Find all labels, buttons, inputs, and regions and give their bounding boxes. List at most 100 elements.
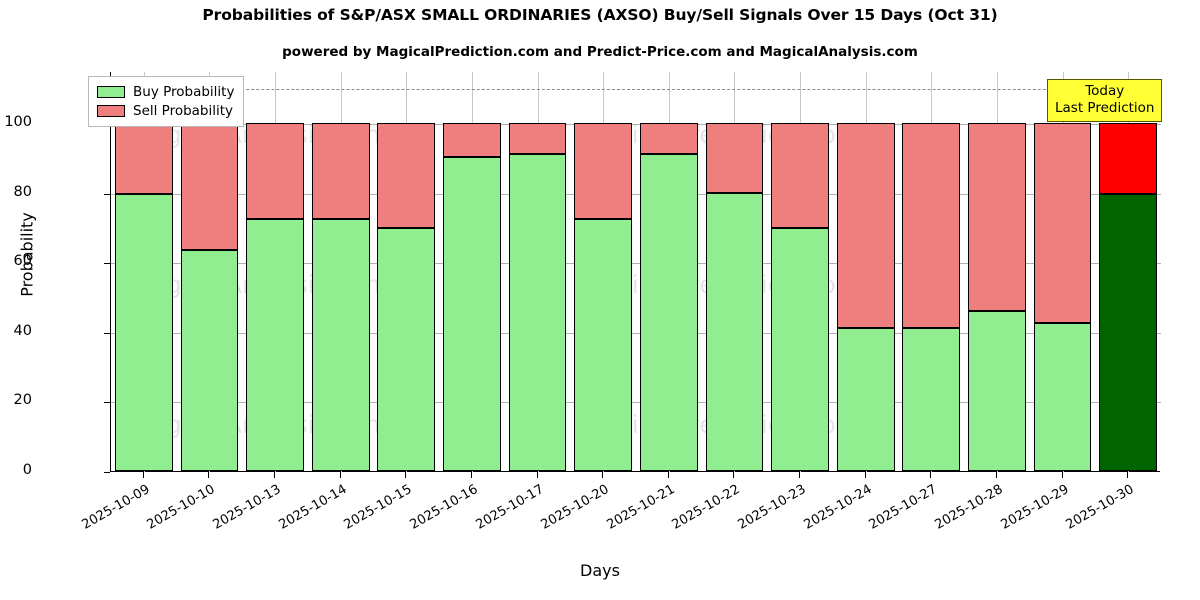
x-axis-tick-label: 2025-10-24 [801, 482, 875, 533]
x-axis-tick-label: 2025-10-17 [473, 482, 547, 533]
x-axis-tick-label: 2025-10-27 [866, 482, 940, 533]
y-axis-tick-label: 20 [13, 392, 32, 409]
x-axis-tick-label: 2025-10-30 [1063, 482, 1137, 533]
x-axis-tick-mark [733, 472, 735, 478]
x-axis-label: Days [580, 561, 620, 580]
bar-segment-buy[interactable] [771, 228, 829, 471]
bar[interactable] [1033, 71, 1092, 471]
legend-swatch-sell [97, 104, 125, 117]
bar[interactable] [705, 71, 764, 471]
bar-segment-buy[interactable] [902, 328, 961, 471]
x-axis-tick-mark [930, 472, 932, 478]
x-axis-tick-mark [1127, 472, 1129, 478]
x-axis-tick-label: 2025-10-13 [210, 482, 284, 533]
y-axis-tick-mark [104, 332, 110, 334]
x-axis-tick-mark [339, 472, 341, 478]
x-axis-tick-label: 2025-10-16 [407, 482, 481, 533]
bar-segment-sell[interactable] [836, 123, 895, 329]
bar[interactable] [180, 71, 239, 471]
page-title: Probabilities of S&P/ASX SMALL ORDINARIE… [202, 6, 998, 24]
bar-segment-buy[interactable] [1099, 194, 1158, 471]
y-axis-tick-mark [104, 402, 110, 404]
bar-segment-buy[interactable] [443, 157, 501, 471]
x-axis-tick-label: 2025-10-22 [669, 482, 743, 533]
bar-segment-buy[interactable] [246, 218, 304, 471]
bar-segment-buy[interactable] [836, 328, 895, 471]
bar-segment-sell[interactable] [311, 123, 370, 219]
y-axis-tick-label: 80 [13, 183, 32, 200]
x-axis-tick-label: 2025-10-15 [341, 482, 415, 533]
x-axis-tick-mark [470, 472, 472, 478]
y-axis-tick-mark [104, 263, 110, 265]
bar[interactable] [246, 71, 304, 471]
y-axis-tick-label: 0 [22, 462, 32, 478]
bar-today[interactable] [1099, 71, 1158, 471]
bar[interactable] [902, 71, 961, 471]
bar-segment-sell[interactable] [180, 123, 239, 251]
bar[interactable] [311, 71, 370, 471]
bar[interactable] [771, 71, 829, 471]
bar-segment-sell[interactable] [902, 123, 961, 329]
bar-segment-sell[interactable] [1099, 123, 1158, 195]
bar-segment-sell[interactable] [114, 123, 173, 195]
y-axis-tick-label: 100 [4, 114, 32, 131]
x-axis-tick-mark [1061, 472, 1063, 478]
bar-segment-sell[interactable] [246, 123, 304, 219]
x-axis-tick-label: 2025-10-20 [538, 482, 612, 533]
legend: Buy Probability Sell Probability [88, 76, 245, 127]
legend-label: Sell Probability [133, 102, 234, 119]
bar-segment-buy[interactable] [311, 218, 370, 471]
bar-segment-buy[interactable] [1033, 323, 1092, 471]
x-axis-tick-label: 2025-10-28 [932, 482, 1006, 533]
x-axis-tick-mark [864, 472, 866, 478]
x-axis-tick-mark [208, 472, 210, 478]
bar-segment-sell[interactable] [771, 123, 829, 229]
y-axis-tick-label: 40 [13, 322, 32, 339]
bar-segment-buy[interactable] [639, 154, 698, 471]
y-axis-tick-mark [104, 472, 110, 473]
bar[interactable] [836, 71, 895, 471]
bar-segment-buy[interactable] [508, 154, 567, 471]
bar[interactable] [968, 71, 1026, 471]
bar[interactable] [508, 71, 567, 471]
y-axis-tick-mark [104, 193, 110, 195]
bar[interactable] [639, 71, 698, 471]
today-annotation-line1: Today [1085, 83, 1125, 99]
bar-segment-sell[interactable] [377, 123, 436, 229]
plot-area: MagicalAnalysis.comMagicalPrediction.com… [110, 71, 1161, 472]
y-axis-label: Probability [17, 212, 37, 297]
bar-segment-buy[interactable] [968, 311, 1026, 471]
bar[interactable] [377, 71, 436, 471]
bar-segment-sell[interactable] [1033, 123, 1092, 324]
legend-swatch-buy [97, 85, 125, 98]
bar[interactable] [443, 71, 501, 471]
bar-segment-sell[interactable] [508, 123, 567, 155]
chart-subtitle: powered by MagicalPrediction.com and Pre… [282, 44, 918, 60]
bar-segment-buy[interactable] [377, 228, 436, 471]
x-axis-tick-mark [405, 472, 407, 478]
bar-segment-sell[interactable] [574, 123, 633, 219]
bar-segment-buy[interactable] [180, 250, 239, 471]
x-axis-tick-label: 2025-10-29 [998, 482, 1072, 533]
bar-segment-buy[interactable] [705, 193, 764, 471]
today-annotation: Today Last Prediction [1047, 79, 1163, 122]
bar-segment-sell[interactable] [443, 123, 501, 158]
x-axis-tick-label: 2025-10-14 [276, 482, 350, 533]
y-axis-tick-label: 60 [13, 253, 32, 270]
bar-segment-sell[interactable] [968, 123, 1026, 311]
x-axis-tick-mark [602, 472, 604, 478]
bar-segment-sell[interactable] [639, 123, 698, 155]
x-axis-tick-mark [667, 472, 669, 478]
x-axis-tick-label: 2025-10-10 [144, 482, 218, 533]
x-axis-tick-mark [536, 472, 538, 478]
bar[interactable] [114, 71, 173, 471]
x-axis-tick-mark [142, 472, 144, 478]
bar[interactable] [574, 71, 633, 471]
x-axis-tick-label: 2025-10-23 [735, 482, 809, 533]
legend-label: Buy Probability [133, 83, 235, 100]
bar-segment-buy[interactable] [114, 194, 173, 471]
legend-item: Sell Probability [97, 101, 234, 120]
bar-segment-sell[interactable] [705, 123, 764, 194]
bar-segment-buy[interactable] [574, 218, 633, 471]
